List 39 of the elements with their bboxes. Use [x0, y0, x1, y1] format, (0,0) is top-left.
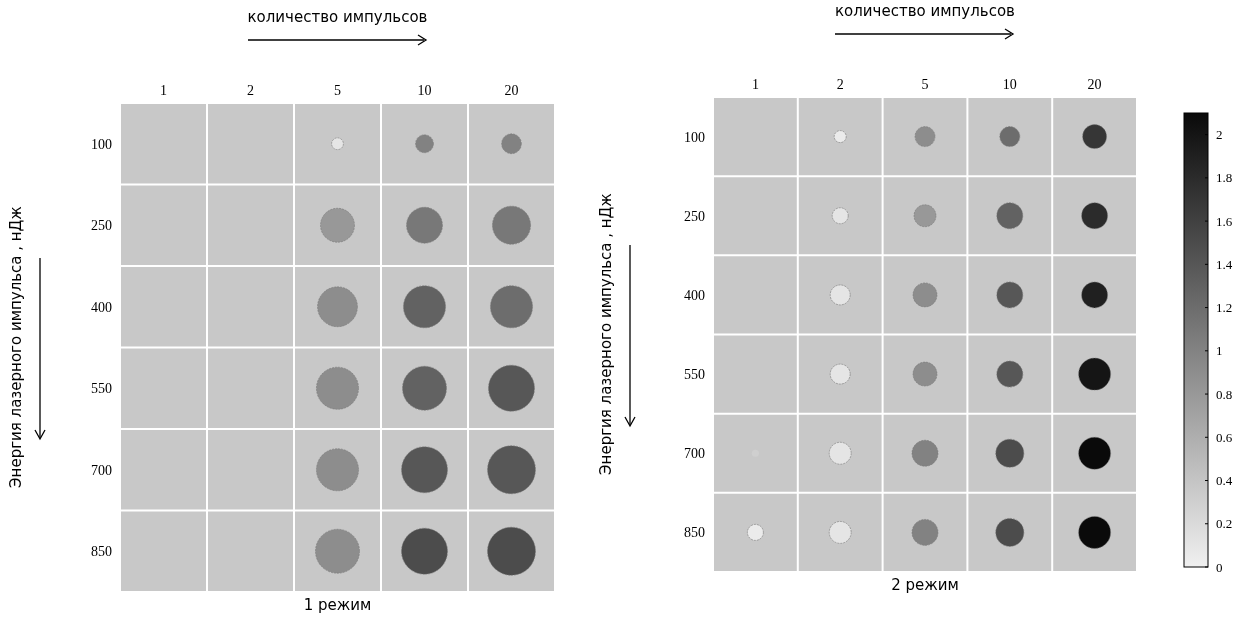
y-tick-label: 400 — [684, 287, 705, 303]
x-tick-label: 5 — [921, 77, 929, 92]
x-axis-title: количество импульсов — [246, 8, 429, 26]
y-axis-title: Энергия лазерного импульса , нДж — [7, 204, 25, 490]
y-tick-label: 700 — [684, 446, 705, 462]
color-bar-label: 1.8 — [1216, 170, 1233, 186]
y-tick-label: 250 — [91, 218, 112, 234]
x-tick-label: 1 — [751, 77, 759, 92]
x-tick-label: 1 — [160, 83, 167, 98]
x-axis-title: количество импульсов — [834, 2, 1016, 20]
y-tick-label: 400 — [91, 299, 112, 315]
y-tick-label: 250 — [684, 208, 705, 224]
x-tick-label: 10 — [1002, 77, 1017, 92]
color-bar-label: 0.2 — [1216, 516, 1233, 532]
x-tick-label: 20 — [504, 83, 519, 98]
y-tick-label: 550 — [684, 367, 705, 383]
y-tick-label: 850 — [91, 544, 112, 560]
y-axis-title: Энергия лазерного импульса , нДж — [597, 191, 615, 477]
y-tick-label: 850 — [684, 525, 705, 541]
color-bar-label: 1.4 — [1216, 256, 1233, 272]
y-tick-label: 700 — [91, 462, 112, 478]
color-bar-label: 0.6 — [1216, 429, 1233, 445]
color-bar-label: 0.8 — [1216, 386, 1233, 402]
x-tick-label: 5 — [334, 83, 341, 98]
x-tick-label: 20 — [1087, 77, 1102, 92]
color-bar-label: 1 — [1216, 343, 1223, 359]
y-tick-label: 550 — [91, 381, 112, 397]
color-bar-label: 1.6 — [1216, 213, 1233, 229]
color-bar-label: 1.2 — [1216, 300, 1233, 316]
y-tick-label: 100 — [684, 129, 705, 145]
x-tick-label: 2 — [247, 83, 254, 98]
text: 2 режим — [890, 576, 960, 594]
x-tick-label: 10 — [417, 83, 432, 98]
color-bar-label: 0 — [1216, 559, 1223, 575]
color-bar-label: 2 — [1216, 127, 1223, 143]
y-tick-label: 100 — [91, 136, 112, 152]
color-bar-label: 0.4 — [1216, 473, 1233, 489]
text: 1 режим — [302, 596, 373, 614]
x-tick-label: 2 — [836, 77, 844, 92]
